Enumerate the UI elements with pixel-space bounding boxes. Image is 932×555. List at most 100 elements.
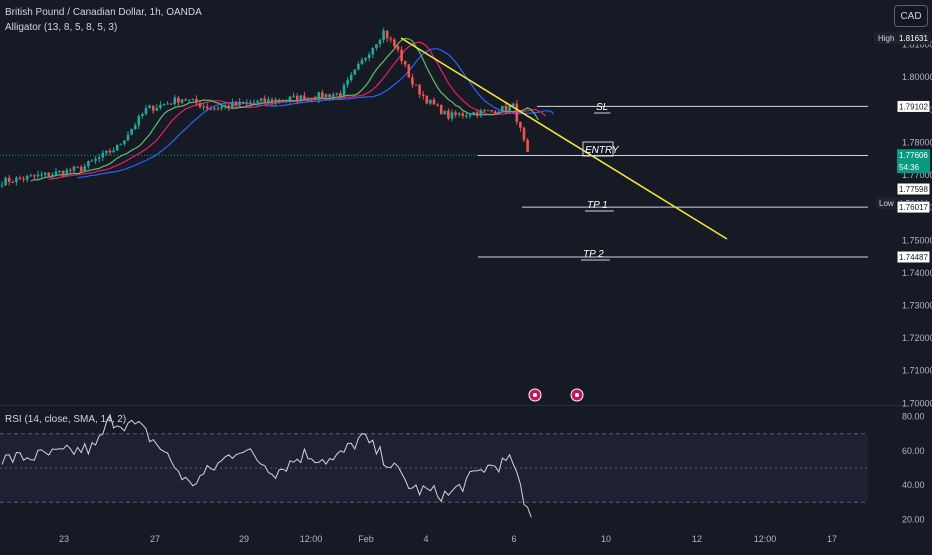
candle-body [421,94,425,96]
candle-body [162,103,166,105]
candle-body [367,54,371,58]
candle-body [144,108,148,115]
candle-body [166,103,169,105]
candle-body [227,105,231,108]
time-tick-label: 4 [423,534,428,544]
time-tick-label: 29 [239,534,249,544]
candle-body [382,30,385,40]
candle-body [371,47,375,55]
candle-body [159,104,162,108]
candle-body [108,150,112,153]
price-tick-label: 1.74000 [902,268,932,278]
candle-body [515,103,519,122]
candle-body [234,102,238,106]
candle-body [198,103,202,107]
candle-body [40,174,43,176]
alligator-teeth [48,41,546,181]
candle-body [191,98,195,100]
candle-body [475,112,479,116]
candle-body [90,160,94,162]
price-tick-label: 1.71000 [902,366,932,376]
candle-body [112,150,115,153]
candle-body [263,98,267,102]
candle-body [58,170,61,172]
candle-body [281,100,285,102]
indicator-legend[interactable]: Alligator (13, 8, 5, 8, 5, 3) [5,22,118,33]
candle-body [313,99,317,101]
candle-body [36,174,40,177]
candle-body [184,99,187,101]
sl-price-badge: 1.79102 [899,102,928,111]
candle-body [245,102,249,104]
candle-body [461,113,465,116]
alligator-jaw [77,48,554,179]
candle-body [450,112,454,119]
tp1-price-badge-bg [896,200,931,214]
sl-label: SL [596,102,608,113]
candle-body [277,99,281,101]
candle-body [439,105,443,115]
candle-body [403,61,407,65]
candle-body [526,139,529,152]
candle-body [76,166,79,168]
rsi-legend[interactable]: RSI (14, close, SMA, 14, 2) [5,414,127,425]
tp1-price-badge: 1.76017 [899,203,928,212]
candle-body [360,59,364,65]
candle-body [43,172,47,175]
candle-body [202,106,205,108]
candle-body [411,77,414,85]
currency-button[interactable]: CAD [894,5,928,27]
candle-body [83,166,87,172]
candle-body [61,170,65,175]
candle-body [285,99,288,101]
sl-price-badge-bg [896,99,931,113]
candle-body [303,95,306,101]
candle-body [169,103,173,105]
candle-body [497,112,501,114]
rsi-tick-label: 20.00 [902,514,925,524]
candle-body [22,178,25,180]
candle-body [137,116,141,126]
candle-body [274,99,277,103]
candle-body [54,171,58,175]
candle-body [7,177,11,182]
candle-body [310,97,313,100]
candle-body [252,102,256,104]
time-tick-label: 27 [150,534,160,544]
candle-body [425,95,429,104]
current-price-badge: 1.77606 [899,151,928,160]
candle-body [259,98,263,101]
candle-body [119,143,123,145]
candle-body [364,57,367,60]
candle-body [267,99,270,102]
candle-body [69,169,72,171]
price-tick-label: 1.78000 [902,137,932,147]
candle-body [177,97,180,103]
candle-body [133,125,137,130]
candle-body [339,93,342,97]
candle-body [321,92,324,98]
candle-body [148,105,151,109]
candle-body [101,152,105,158]
candle-body [51,174,54,177]
entry-price-badge: 1.77598 [899,185,928,194]
candle-body [33,175,36,177]
candle-body [29,175,33,177]
candle-body [187,99,191,101]
candle-body [65,169,69,175]
candle-body [465,115,468,117]
symbol-title: British Pound / Canadian Dollar, 1h, OAN… [5,7,202,18]
candle-body [468,115,472,117]
candle-body [220,106,223,109]
candle-body [504,105,508,111]
entry-label-box [582,141,614,157]
candle-body [331,94,335,98]
candle-body [72,166,76,171]
price-tick-label: 1.72000 [902,333,932,343]
trendline [400,37,728,240]
candle-body [407,64,411,78]
candle-body [213,108,216,110]
candle-body [328,94,331,98]
